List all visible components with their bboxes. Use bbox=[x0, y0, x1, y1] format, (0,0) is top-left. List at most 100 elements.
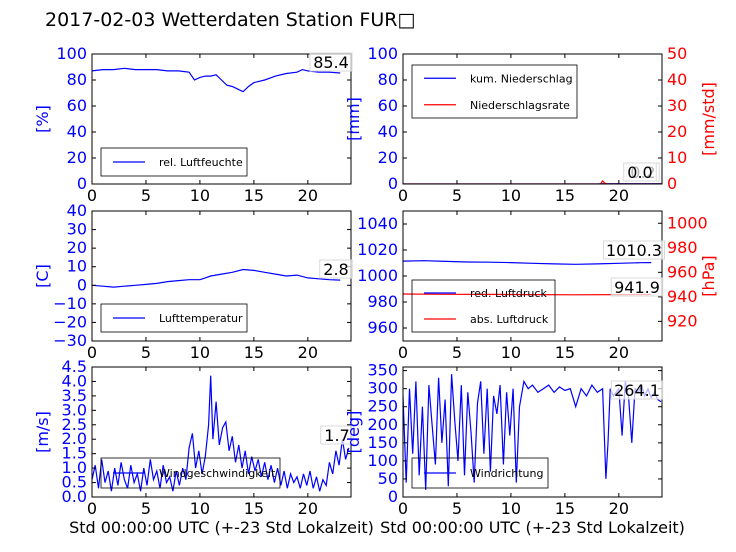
x-axis-label: Std 00:00:00 UTC (+-23 Std Lokalzeit) bbox=[69, 518, 374, 537]
x-tick-label: 20 bbox=[609, 499, 629, 518]
current-value-label: 2.8 bbox=[323, 260, 348, 279]
x-tick-label: 5 bbox=[452, 186, 462, 205]
current-value-box bbox=[623, 162, 657, 182]
legend: Lufttemperatur bbox=[100, 303, 248, 333]
y-axis-label: [m/s] bbox=[33, 411, 52, 453]
current-value-box bbox=[319, 259, 353, 279]
axes-frame bbox=[402, 53, 663, 185]
x-tick-label: 15 bbox=[555, 343, 575, 362]
current-value-box bbox=[309, 52, 353, 72]
x-tick-label: 10 bbox=[501, 186, 521, 205]
y-tick-label: 0 bbox=[388, 487, 398, 506]
y-tick-label: 100 bbox=[367, 451, 398, 470]
y-axis-label: [%] bbox=[33, 105, 52, 133]
x-tick-label: 0 bbox=[398, 186, 408, 205]
y-tick-label: 20 bbox=[67, 238, 87, 257]
x-tick-label: 15 bbox=[244, 499, 264, 518]
legend-label: red. Luftdruck bbox=[470, 287, 547, 300]
y-tick-label: 40 bbox=[67, 201, 87, 220]
y-tick-label: 4.5 bbox=[62, 357, 87, 376]
x-tick-label: 20 bbox=[298, 343, 318, 362]
x-tick-label: 10 bbox=[190, 343, 210, 362]
x-tick-label: 10 bbox=[190, 499, 210, 518]
legend-label: abs. Luftdruck bbox=[470, 313, 549, 326]
x-tick-label: 15 bbox=[555, 499, 575, 518]
x-tick-label: 0 bbox=[87, 499, 97, 518]
y2-tick-label: 30 bbox=[667, 96, 687, 115]
y-tick-label: 100 bbox=[367, 44, 398, 63]
legend: kum. Niederschlag Niederschlagsrate bbox=[411, 64, 578, 119]
y-tick-label: 3.5 bbox=[62, 386, 87, 405]
series-line-precipitation-1 bbox=[403, 179, 662, 184]
x-tick-label: 10 bbox=[190, 186, 210, 205]
x-tick-label: 10 bbox=[501, 343, 521, 362]
y-tick-label: −20 bbox=[53, 312, 87, 331]
current-value-box bbox=[320, 425, 354, 445]
y-tick-label: 30 bbox=[67, 220, 87, 239]
chart-temperature: 0 5 10 15 20−30−20−10010203040[C]Lufttempera… bbox=[33, 201, 353, 362]
y-tick-label: 980 bbox=[367, 292, 398, 311]
y-tick-label: 20 bbox=[67, 148, 87, 167]
y-axis-label: [C] bbox=[33, 264, 52, 288]
legend-box bbox=[411, 457, 549, 489]
legend-box bbox=[100, 147, 248, 177]
current-value-box bbox=[610, 380, 664, 400]
y-tick-label: 1.0 bbox=[62, 458, 87, 477]
y-tick-label: 40 bbox=[67, 122, 87, 141]
y-tick-label: 2.0 bbox=[62, 429, 87, 448]
current-value-label: 264.1 bbox=[614, 381, 660, 400]
x-tick-label: 0 bbox=[87, 186, 97, 205]
y-tick-label: 1040 bbox=[357, 214, 398, 233]
current-value-label: 85.4 bbox=[313, 53, 349, 72]
y2-tick-label: 980 bbox=[667, 238, 698, 257]
figure-title: 2017-02-03 Wetterdaten Station FUR□ bbox=[45, 9, 415, 31]
y2-tick-label: 960 bbox=[667, 262, 698, 281]
x-tick-label: 0 bbox=[398, 343, 408, 362]
series-line-humidity-0 bbox=[92, 67, 341, 93]
legend-box bbox=[411, 279, 556, 333]
y2-tick-label: 10 bbox=[667, 148, 687, 167]
x-tick-label: 15 bbox=[244, 186, 264, 205]
legend-label: rel. Luftfeuchte bbox=[159, 156, 243, 169]
x-axis-label: Std 00:00:00 UTC (+-23 Std Lokalzeit) bbox=[380, 518, 685, 537]
y2-tick-label: 920 bbox=[667, 311, 698, 330]
y-tick-label: 0.5 bbox=[62, 473, 87, 492]
y-tick-label: 960 bbox=[367, 318, 398, 337]
x-tick-label: 5 bbox=[141, 186, 151, 205]
y-tick-label: 1.5 bbox=[62, 444, 87, 463]
y-tick-label: 40 bbox=[378, 122, 398, 141]
current-value-label: 1.7 bbox=[324, 426, 349, 445]
y-tick-label: 0 bbox=[388, 174, 398, 193]
y-tick-label: 1020 bbox=[357, 240, 398, 259]
legend-label: Lufttemperatur bbox=[159, 312, 243, 325]
y-tick-label: −30 bbox=[53, 331, 87, 350]
y-tick-label: 0 bbox=[77, 174, 87, 193]
x-tick-label: 5 bbox=[141, 343, 151, 362]
legend: rel. Luftfeuchte bbox=[100, 147, 248, 177]
y-tick-label: 60 bbox=[378, 96, 398, 115]
y-tick-label: 80 bbox=[378, 70, 398, 89]
y-axis-label: [deg] bbox=[344, 411, 363, 454]
y-tick-label: 3.0 bbox=[62, 400, 87, 419]
y2-tick-label: 50 bbox=[667, 44, 687, 63]
legend-box bbox=[100, 303, 248, 333]
y2-tick-label: 0 bbox=[667, 174, 677, 193]
x-tick-label: 0 bbox=[398, 499, 408, 518]
legend-box bbox=[100, 457, 281, 489]
y-tick-label: −10 bbox=[53, 294, 87, 313]
y-tick-label: 350 bbox=[367, 361, 398, 380]
current-value-box bbox=[603, 240, 665, 260]
y2-tick-label: 940 bbox=[667, 287, 698, 306]
x-tick-label: 15 bbox=[244, 343, 264, 362]
y-tick-label: 0 bbox=[77, 275, 87, 294]
legend-label: Windrichtung bbox=[470, 467, 543, 480]
y-tick-label: 20 bbox=[378, 148, 398, 167]
axes-frame bbox=[91, 53, 352, 185]
y-tick-label: 50 bbox=[378, 469, 398, 488]
y-tick-label: 0.0 bbox=[62, 487, 87, 506]
x-tick-label: 20 bbox=[298, 499, 318, 518]
axes-frame bbox=[402, 366, 663, 498]
